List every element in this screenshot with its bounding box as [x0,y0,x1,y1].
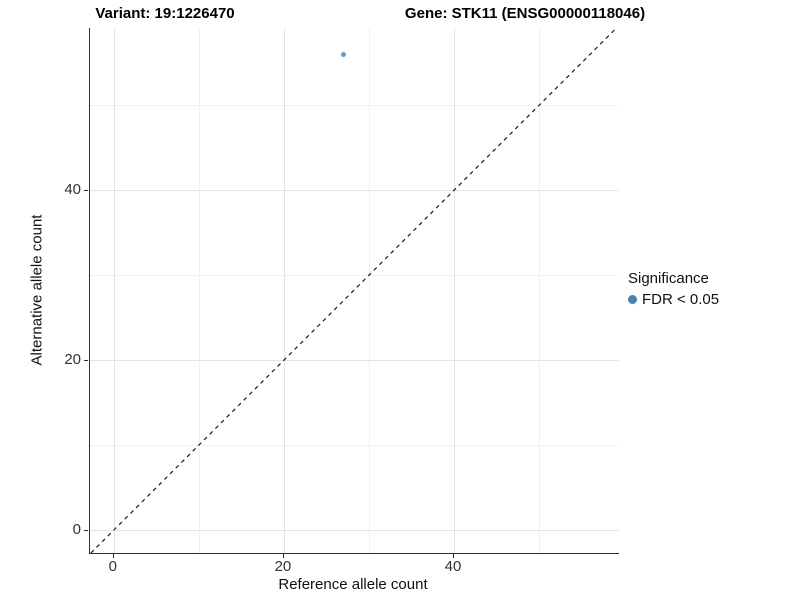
y-tick-mark [84,530,88,532]
y-tick-label: 20 [64,351,81,369]
x-tick-label: 20 [274,558,292,575]
gridline-y-major [90,530,619,532]
gridline-x-minor [368,28,370,553]
y-tick-label: 40 [64,181,81,199]
data-point [340,51,346,57]
legend-point-icon [628,295,637,304]
y-tick-mark [84,360,88,362]
gridline-x-minor [198,28,200,553]
y-axis-label: Alternative allele count [28,214,46,366]
x-tick-mark [282,554,284,558]
gridline-x-minor [539,28,541,553]
x-axis-label: Reference allele count [278,576,428,593]
plot-title-gene: Gene: STK11 (ENSG00000118046) [404,5,646,22]
x-tick-mark [112,554,114,558]
y-tick-mark [84,190,88,192]
x-tick-label: 0 [108,558,117,575]
gridline-x-major [283,28,285,553]
x-tick-mark [453,554,454,558]
x-tick-label: 40 [444,558,462,575]
y-tick-label: 0 [72,521,81,539]
legend-item-label: FDR < 0.05 [642,291,720,308]
gridline-y-minor [90,105,619,107]
identity-reference-line [90,28,617,553]
gridline-y-minor [90,445,619,447]
gridline-x-major [113,28,115,553]
legend: Significance FDR < 0.05 [628,270,719,308]
gridline-y-minor [90,275,619,277]
plot-panel [89,28,619,554]
plot-title-variant: Variant: 19:1226470 [95,5,235,22]
gridline-y-major [90,360,619,362]
gridline-y-major [90,190,619,192]
gridline-x-major [454,28,455,553]
legend-title: Significance [628,270,709,287]
legend-item: FDR < 0.05 [628,291,719,308]
